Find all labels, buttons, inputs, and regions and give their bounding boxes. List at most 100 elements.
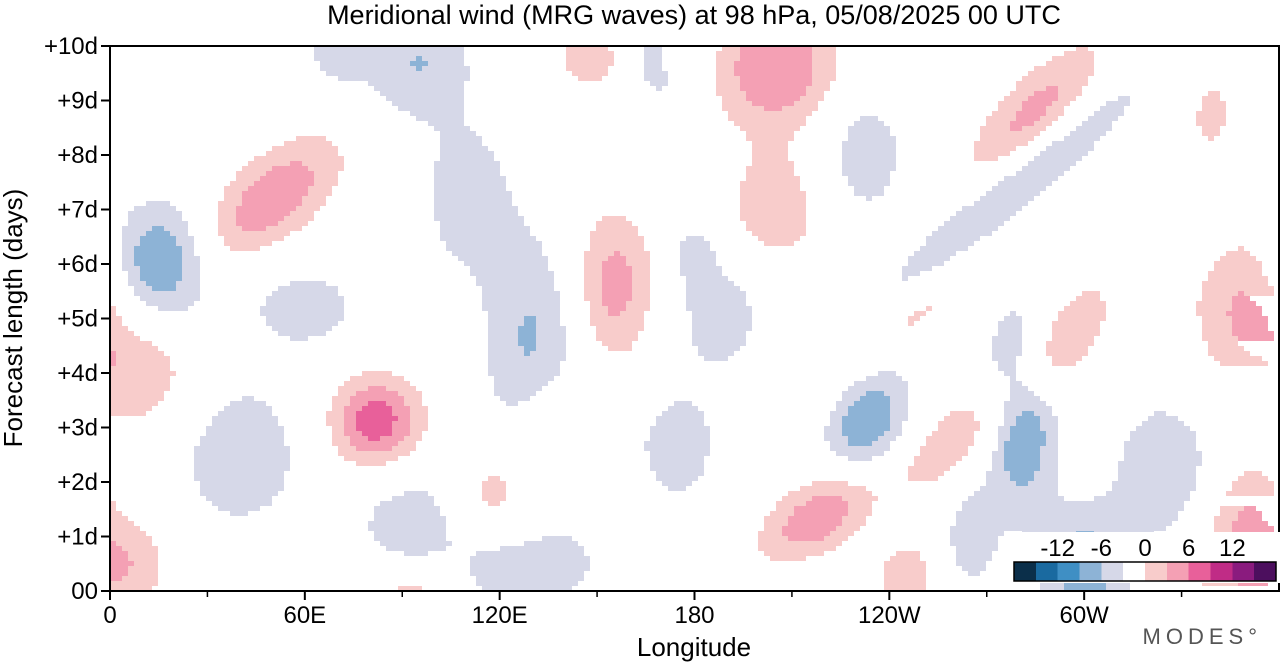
contour-cell	[842, 396, 860, 401]
contour-cell	[602, 276, 632, 281]
x-axis-label: Longitude	[637, 632, 751, 662]
contour-cell	[908, 321, 914, 326]
contour-cell	[440, 231, 530, 236]
contour-cell	[830, 411, 848, 416]
contour-cell	[488, 346, 524, 351]
contour-cell	[1130, 436, 1196, 441]
contour-cell	[596, 226, 638, 231]
contour-cell	[1196, 311, 1226, 316]
contour-cell	[842, 496, 878, 501]
contour-cell	[110, 406, 152, 411]
contour-cell	[1202, 321, 1232, 326]
contour-cell	[842, 146, 896, 151]
contour-cell	[182, 271, 200, 276]
contour-cell	[308, 191, 332, 196]
colorbar-frame	[1013, 561, 1277, 582]
contour-cell	[950, 541, 998, 546]
contour-cell	[812, 46, 836, 51]
contour-cell	[926, 441, 974, 446]
contour-cell	[446, 246, 542, 251]
contour-cell	[128, 551, 158, 556]
contour-cell	[734, 121, 806, 126]
contour-cell	[872, 441, 890, 446]
contour-cell	[266, 171, 314, 176]
contour-cell	[842, 166, 896, 171]
contour-cell	[164, 226, 188, 231]
contour-cell	[878, 436, 896, 441]
contour-cell	[110, 511, 122, 516]
contour-cell	[218, 506, 260, 511]
contour-cell	[992, 186, 1046, 191]
contour-cell	[1022, 126, 1046, 131]
contour-cell	[1142, 421, 1184, 426]
contour-cell	[716, 56, 740, 61]
contour-cell	[992, 466, 1004, 471]
contour-cell	[314, 171, 338, 176]
contour-cell	[110, 331, 134, 336]
contour-cell	[884, 391, 908, 396]
contour-cell	[410, 426, 428, 431]
contour-cell	[626, 256, 650, 261]
contour-cell	[236, 216, 284, 221]
contour-cell	[356, 446, 392, 451]
contour-cell	[830, 421, 842, 426]
contour-cell	[488, 311, 560, 316]
contour-cell	[998, 436, 1010, 441]
contour-cell	[110, 381, 170, 386]
contour-cell	[656, 471, 704, 476]
contour-cell	[848, 441, 872, 446]
contour-cell	[1202, 326, 1232, 331]
contour-cell	[824, 426, 842, 431]
contour-cell	[398, 586, 422, 591]
contour-cell	[122, 546, 158, 551]
contour-cell	[1034, 91, 1058, 96]
contour-cell	[626, 261, 650, 266]
contour-cell	[110, 401, 158, 406]
contour-cell	[362, 406, 392, 411]
contour-cell	[1202, 291, 1238, 296]
contour-cell	[140, 241, 176, 246]
contour-cell	[644, 76, 668, 81]
contour-cell	[866, 391, 884, 396]
contour-cell	[380, 501, 434, 506]
contour-cell	[956, 211, 1016, 216]
contour-cell	[884, 561, 926, 566]
contour-cell	[128, 221, 188, 226]
contour-cell	[440, 131, 476, 136]
contour-cell	[998, 431, 1010, 436]
contour-cell	[434, 216, 524, 221]
contour-cell	[770, 556, 806, 561]
contour-cell	[110, 311, 116, 316]
contour-cell	[440, 221, 524, 226]
contour-cell	[368, 526, 446, 531]
contour-cell	[1238, 511, 1262, 516]
contour-cell	[140, 276, 182, 281]
contour-cell	[932, 231, 992, 236]
contour-cell	[584, 251, 614, 256]
contour-cell	[134, 246, 182, 251]
contour-cell	[980, 486, 1058, 491]
contour-cell	[374, 506, 440, 511]
contour-cell	[596, 331, 638, 336]
contour-cell	[392, 426, 410, 431]
contour-cell	[566, 51, 614, 56]
contour-cell	[314, 46, 464, 51]
contour-cell	[1196, 121, 1226, 126]
colorbar-label: 0	[1138, 535, 1151, 562]
contour-cell	[602, 266, 632, 271]
contour-cell	[230, 401, 266, 406]
contour-cell	[476, 581, 578, 586]
contour-cell	[1094, 111, 1124, 116]
contour-cell	[590, 321, 644, 326]
contour-cell	[974, 151, 1010, 156]
contour-cell	[590, 246, 644, 251]
contour-cell	[326, 416, 344, 421]
contour-cell	[326, 411, 344, 416]
contour-cell	[884, 581, 926, 586]
contour-cell	[524, 316, 536, 321]
contour-cell	[746, 221, 806, 226]
contour-cell	[1124, 456, 1202, 461]
contour-cell	[926, 236, 980, 241]
contour-cell	[1076, 126, 1112, 131]
contour-cell	[470, 266, 548, 271]
